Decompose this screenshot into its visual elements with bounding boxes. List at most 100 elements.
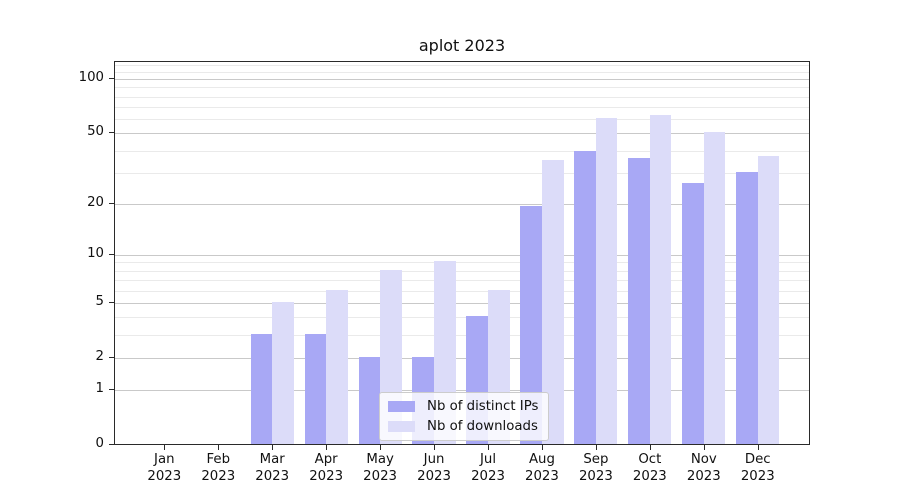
bar-distinct-ips-aug (520, 206, 542, 444)
x-tick-year: 2023 (578, 468, 613, 484)
gridline-minor (115, 280, 809, 282)
gridline-minor (115, 106, 809, 108)
y-tick-mark (109, 253, 114, 255)
legend: Nb of distinct IPs Nb of downloads (379, 392, 550, 441)
y-tick-label: 100 (78, 70, 104, 86)
gridline-minor (115, 262, 809, 264)
x-tick-month: Sep (583, 452, 609, 467)
y-tick-mark (109, 301, 114, 303)
gridline-major (115, 79, 809, 81)
y-tick-label: 1 (95, 381, 104, 397)
chart-title: aplot 2023 (418, 36, 506, 55)
y-tick-mark (109, 132, 114, 134)
gridline-minor (115, 172, 809, 174)
y-tick-label: 0 (95, 436, 104, 451)
gridline-major (115, 133, 809, 135)
y-tick-mark (109, 78, 114, 80)
x-tick-year: 2023 (363, 468, 398, 484)
x-tick-label: Jun 2023 (394, 452, 474, 485)
gridline-minor (115, 317, 809, 319)
x-tick-year: 2023 (309, 468, 344, 484)
x-tick-mark (757, 445, 759, 450)
bar-downloads-apr (326, 289, 348, 444)
x-tick-mark (703, 445, 705, 450)
y-tick-label: 10 (87, 245, 104, 261)
x-tick-mark (380, 445, 382, 450)
x-tick-label: Jul 2023 (448, 452, 528, 485)
x-tick-label: Aug 2023 (502, 452, 582, 485)
gridline-minor (115, 64, 809, 66)
y-tick-label: 20 (87, 194, 104, 210)
x-tick-month: May (366, 452, 394, 467)
x-tick-year: 2023 (686, 468, 721, 484)
gridline-minor (115, 150, 809, 152)
gridline-minor (115, 71, 809, 73)
x-tick-year: 2023 (255, 468, 290, 484)
x-tick-label: Sep 2023 (556, 452, 636, 485)
x-tick-label: Nov 2023 (664, 452, 744, 485)
y-tick-label: 5 (95, 293, 104, 309)
plot-area: Nb of distinct IPs Nb of downloads (114, 61, 810, 445)
x-tick-month: Aug (528, 452, 555, 467)
gridline-minor (115, 87, 809, 89)
legend-swatch-distinct-ips (388, 401, 415, 412)
x-tick-year: 2023 (740, 468, 775, 484)
x-tick-mark (649, 445, 651, 450)
bar-distinct-ips-nov (682, 182, 704, 444)
gridline-major (115, 302, 809, 304)
x-tick-mark (541, 445, 543, 450)
legend-swatch-downloads (388, 421, 415, 432)
x-tick-year: 2023 (147, 468, 182, 484)
bar-distinct-ips-dec (736, 171, 758, 444)
x-tick-month: Jun (423, 452, 445, 467)
y-tick-mark (109, 389, 114, 391)
x-tick-label: Jan 2023 (124, 452, 204, 485)
legend-item-downloads: Nb of downloads (388, 419, 538, 434)
bar-distinct-ips-sep (574, 151, 596, 444)
gridline-minor (115, 119, 809, 120)
gridline-minor (115, 270, 809, 272)
x-tick-label: Mar 2023 (232, 452, 312, 485)
x-tick-month: Jan (154, 452, 175, 467)
bar-downloads-mar (272, 301, 294, 444)
gridline-major (115, 357, 809, 359)
y-tick-mark (109, 202, 114, 204)
gridline-major (115, 390, 809, 392)
x-tick-month: Jul (479, 452, 497, 467)
x-tick-year: 2023 (201, 468, 236, 484)
bar-downloads-dec (757, 155, 780, 444)
x-tick-mark (164, 445, 166, 450)
x-tick-label: Oct 2023 (610, 452, 690, 485)
x-tick-year: 2023 (417, 468, 451, 484)
bar-distinct-ips-mar (250, 334, 273, 444)
x-tick-month: Mar (259, 452, 285, 467)
bar-downloads-nov (703, 132, 726, 444)
x-tick-label: Dec 2023 (718, 452, 798, 485)
x-tick-year: 2023 (632, 468, 667, 484)
y-tick-label: 2 (95, 348, 104, 364)
gridline-major (115, 254, 809, 256)
bar-downloads-sep (595, 118, 618, 444)
y-tick-mark (109, 444, 114, 445)
x-tick-label: Apr 2023 (286, 452, 366, 485)
x-tick-mark (326, 445, 328, 450)
gridline-major (115, 203, 809, 205)
x-tick-year: 2023 (525, 468, 559, 484)
x-tick-mark (434, 445, 436, 450)
x-tick-label: May 2023 (340, 452, 420, 485)
bar-distinct-ips-oct (628, 157, 650, 444)
x-tick-month: Feb (206, 452, 231, 467)
legend-label-downloads: Nb of downloads (427, 419, 538, 434)
x-tick-month: Nov (690, 452, 717, 467)
x-tick-year: 2023 (471, 468, 505, 484)
x-tick-mark (272, 445, 274, 450)
gridline-minor (115, 335, 809, 337)
x-tick-month: Oct (638, 452, 662, 467)
x-tick-mark (218, 445, 220, 450)
y-tick-label: 50 (87, 124, 104, 140)
x-tick-mark (488, 445, 489, 450)
x-tick-month: Dec (744, 452, 771, 467)
legend-label-distinct-ips: Nb of distinct IPs (427, 399, 539, 414)
gridline-minor (115, 290, 809, 292)
